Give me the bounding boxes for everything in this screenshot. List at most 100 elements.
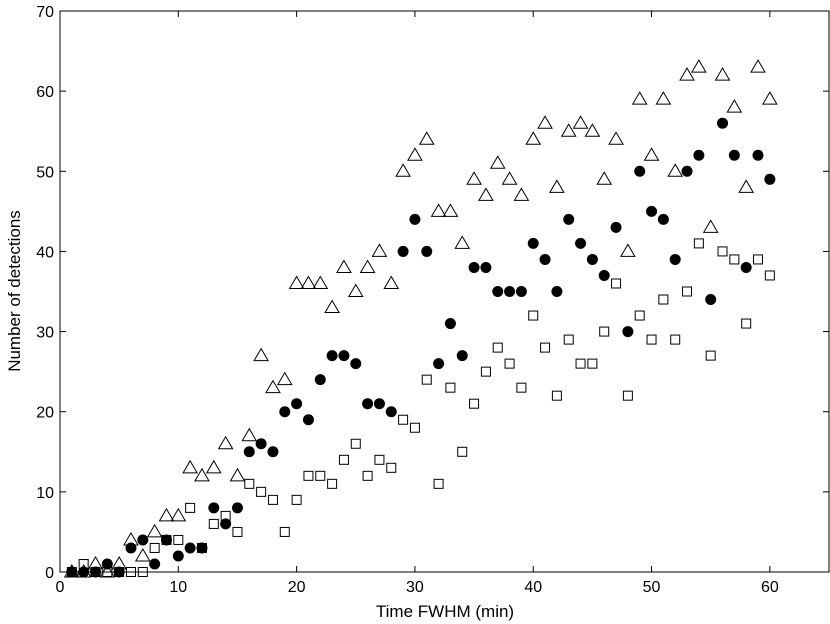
plot-area [59, 10, 830, 573]
square-point [66, 567, 77, 577]
triangle-point [395, 163, 411, 177]
circle-point [196, 542, 208, 554]
circle-point [693, 149, 705, 161]
square-point [575, 358, 586, 369]
circle-point [752, 149, 764, 161]
square-point [78, 558, 89, 569]
square-point [185, 502, 196, 513]
triangle-point [549, 179, 565, 193]
triangle-point [761, 91, 778, 105]
triangle-point [679, 67, 695, 81]
triangle-point [194, 467, 210, 482]
square-point [540, 342, 551, 353]
triangle-point [359, 259, 376, 273]
circle-point [231, 502, 243, 514]
square-point [634, 310, 645, 321]
square-point [256, 486, 267, 497]
square-point [362, 470, 373, 481]
data-markers [63, 59, 778, 578]
square-point [433, 478, 444, 489]
square-point [492, 342, 503, 353]
circle-point [385, 406, 397, 418]
circle-point [302, 414, 314, 426]
triangle-point [608, 131, 624, 145]
triangle-point [418, 131, 435, 145]
triangle-point [158, 507, 175, 522]
square-point [208, 518, 219, 529]
circle-point [515, 286, 527, 297]
square-point [753, 254, 764, 265]
triangle-point [584, 123, 601, 137]
circle-point [717, 117, 729, 129]
triangle-point [738, 179, 755, 193]
circle-point [113, 566, 125, 578]
circle-point [350, 358, 362, 370]
square-point [338, 454, 349, 465]
square-point [693, 238, 704, 249]
square-point [137, 567, 148, 577]
square-point [291, 494, 302, 505]
triangle-point [442, 203, 459, 217]
triangle-point [643, 147, 660, 161]
square-point [279, 526, 290, 537]
circle-point [563, 213, 575, 225]
square-point [114, 567, 125, 577]
circle-point [681, 165, 693, 177]
y-tick-label: 50 [36, 164, 54, 181]
x-tick-label: 10 [169, 579, 187, 596]
square-point [102, 567, 113, 577]
circle-point [208, 502, 220, 514]
triangle-point [714, 67, 731, 81]
triangle-point [702, 219, 719, 233]
circle-point [78, 566, 90, 578]
square-point [622, 390, 633, 401]
square-point [646, 334, 657, 345]
x-tick-label: 0 [56, 579, 65, 596]
series-1 [66, 117, 776, 578]
triangle-point [596, 171, 613, 185]
triangle-point [513, 187, 530, 201]
circle-point [66, 566, 78, 578]
triangle-point [170, 507, 187, 522]
square-point [125, 567, 136, 577]
triangle-point [336, 259, 352, 273]
triangle-point [371, 243, 388, 257]
square-point [327, 478, 338, 489]
triangle-point [383, 275, 400, 289]
triangle-point [667, 163, 684, 177]
triangle-point [750, 59, 766, 73]
circle-point [125, 542, 137, 554]
circle-point [468, 261, 480, 273]
square-point [90, 567, 101, 577]
square-point [469, 398, 480, 409]
circle-point [397, 245, 409, 257]
y-tick-label: 40 [36, 244, 54, 261]
triangle-point [182, 459, 199, 474]
circle-point [492, 286, 504, 297]
circle-point [551, 286, 563, 297]
triangle-point [205, 459, 222, 474]
triangle-point [407, 147, 423, 161]
square-point [409, 422, 420, 433]
circle-point [362, 398, 374, 410]
triangle-point [253, 347, 269, 362]
triangle-point [265, 379, 281, 394]
circle-point [421, 245, 433, 257]
x-tick-label: 60 [761, 579, 779, 596]
square-point [480, 366, 491, 377]
square-point [705, 350, 716, 361]
circle-point [705, 294, 717, 306]
x-tick-label: 50 [643, 579, 661, 596]
circle-point [504, 286, 516, 297]
circle-point [433, 358, 445, 370]
circle-point [338, 350, 350, 362]
circle-point [255, 438, 267, 450]
circle-point [291, 398, 303, 410]
x-tick-label: 40 [524, 579, 542, 596]
axis-ticks: 0 10 20 30 40 50 60 0 10 20 30 40 50 60 70 [36, 4, 829, 596]
series-2 [66, 238, 775, 577]
triangle-point [134, 547, 151, 562]
circle-point [314, 374, 326, 386]
triangle-point [288, 275, 305, 289]
circle-point [740, 261, 752, 273]
